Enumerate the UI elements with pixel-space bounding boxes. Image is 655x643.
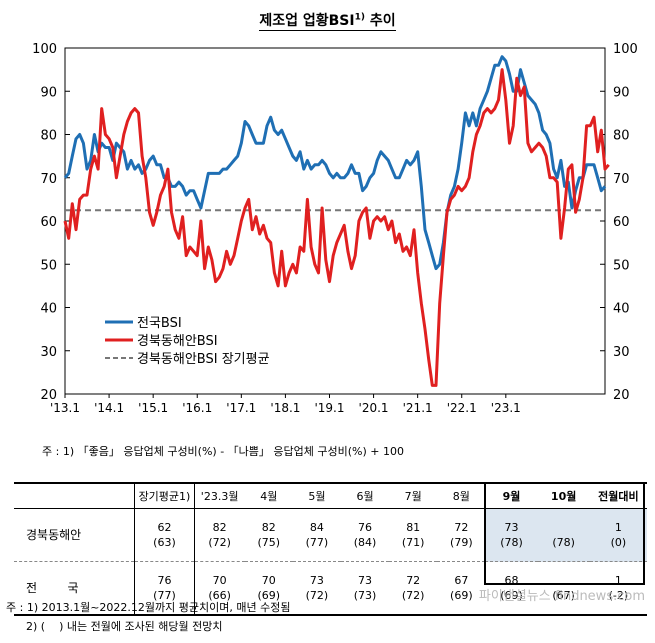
row-label: 전 국: [14, 561, 135, 616]
table-corner: [14, 482, 135, 509]
table-cell: (67): [537, 561, 590, 616]
table-row: 전 국 76 (77) 70 (66) 70 (69) 73 (72) 73 (73) 7…: [14, 561, 647, 616]
header-col: 5월: [292, 482, 341, 509]
chart-legend: 전국BSI 경북동해안BSI 경북동해안BSI 장기평균: [105, 316, 270, 367]
watermark: 파이낸셜뉴스 findnews.com: [478, 589, 645, 604]
table-cell: 84 (77): [292, 508, 341, 562]
legend-label: 전국BSI: [137, 316, 182, 331]
header-col: '23.3월: [193, 482, 245, 509]
header-long-avg: 장기평균1): [134, 482, 195, 509]
title-footnote-mark: 1): [354, 12, 365, 23]
x-tick-label: '14.1: [94, 401, 124, 415]
y-tick-label-right: 100: [613, 42, 638, 57]
y-tick-label-right: 80: [613, 129, 630, 144]
table-cell: 72 (79): [437, 508, 486, 562]
bsi-table: 장기평균1) '23.3월 4월 5월 6월 7월 8월 9월 10월 전월대비…: [14, 482, 647, 616]
y-tick-label-left: 70: [40, 172, 57, 187]
y-tick-label-left: 90: [40, 85, 57, 100]
x-tick-label: '16.1: [182, 401, 212, 415]
x-tick-label: '19.1: [314, 401, 344, 415]
y-tick-label-right: 20: [613, 388, 630, 403]
y-tick-label-left: 50: [40, 258, 57, 273]
table-cell: 82 (75): [244, 508, 293, 562]
table-cell: 81 (71): [389, 508, 438, 562]
table-cell: 76 (77): [134, 561, 195, 616]
y-tick-label-right: 50: [613, 258, 630, 273]
header-col: 9월: [485, 482, 538, 509]
y-tick-label-right: 30: [613, 345, 630, 360]
header-col: 10월: [537, 482, 590, 509]
table-cell: 70 (66): [193, 561, 245, 616]
title-suffix: 추이: [369, 13, 396, 29]
header-col: 7월: [389, 482, 438, 509]
y-tick-label-right: 60: [613, 215, 630, 230]
x-tick-label: '21.1: [403, 401, 433, 415]
table-cell: 73 (72): [292, 561, 341, 616]
x-tick-label: '23.1: [491, 401, 521, 415]
y-tick-label-left: 60: [40, 215, 57, 230]
table-cell: 1 (-2): [589, 561, 647, 616]
table-cell: 67 (69): [437, 561, 486, 616]
y-tick-label-right: 40: [613, 302, 630, 317]
table-header-row: 장기평균1) '23.3월 4월 5월 6월 7월 8월 9월 10월 전월대비: [14, 482, 647, 509]
x-tick-label: '18.1: [270, 401, 300, 415]
chart-title: 제조업 업황BSI1) 추이: [0, 10, 655, 31]
legend-label: 경북동해안BSI: [137, 334, 218, 349]
y-tick-label-left: 100: [32, 42, 57, 57]
y-tick-label-right: 90: [613, 85, 630, 100]
table-cell: 76 (84): [340, 508, 390, 562]
table-cell: 68 (69): [485, 561, 538, 616]
table-footnote-1: 주 : 1) 2013.1월~2022.12월까지 평균치이며, 매년 수정됨: [6, 601, 291, 614]
table-cell: 82 (72): [193, 508, 245, 562]
chart-footnote: 주 : 1) 「좋음」 응답업체 구성비(%) - 「나쁨」 응답업체 구성비(…: [42, 445, 404, 458]
table-row: 경북동해안 62 (63) 82 (72) 82 (75) 84 (77) 76 (84)…: [14, 508, 647, 562]
table-cell: 73 (73): [340, 561, 390, 616]
x-tick-label: '17.1: [226, 401, 256, 415]
y-tick-label-left: 40: [40, 302, 57, 317]
table-cell: 73 (78): [485, 508, 538, 562]
table-cell: 70 (69): [244, 561, 293, 616]
title-main: 제조업 업황BSI: [259, 13, 355, 29]
header-col: 6월: [340, 482, 390, 509]
y-tick-label-left: 20: [40, 388, 57, 403]
x-tick-label: '13.1: [50, 401, 80, 415]
table-cell: 62 (63): [134, 508, 195, 562]
x-tick-label: '20.1: [359, 401, 389, 415]
header-col: 전월대비: [589, 482, 647, 509]
legend-label: 경북동해안BSI 장기평균: [137, 352, 270, 367]
y-tick-label-left: 30: [40, 345, 57, 360]
y-tick-label-right: 70: [613, 172, 630, 187]
x-tick-label: '22.1: [447, 401, 477, 415]
x-tick-label: '15.1: [138, 401, 168, 415]
header-col: 8월: [437, 482, 486, 509]
table-footnote-2: 2) ( ) 내는 전월에 조사된 해당월 전망치: [26, 620, 223, 633]
table-cell: 1 (0): [589, 508, 647, 562]
table-cell: 72 (72): [389, 561, 438, 616]
table-cell: (78): [537, 508, 590, 562]
y-tick-label-left: 80: [40, 129, 57, 144]
header-col: 4월: [244, 482, 293, 509]
series-line-gyeongbuk: [63, 68, 610, 387]
row-label: 경북동해안: [14, 508, 135, 562]
